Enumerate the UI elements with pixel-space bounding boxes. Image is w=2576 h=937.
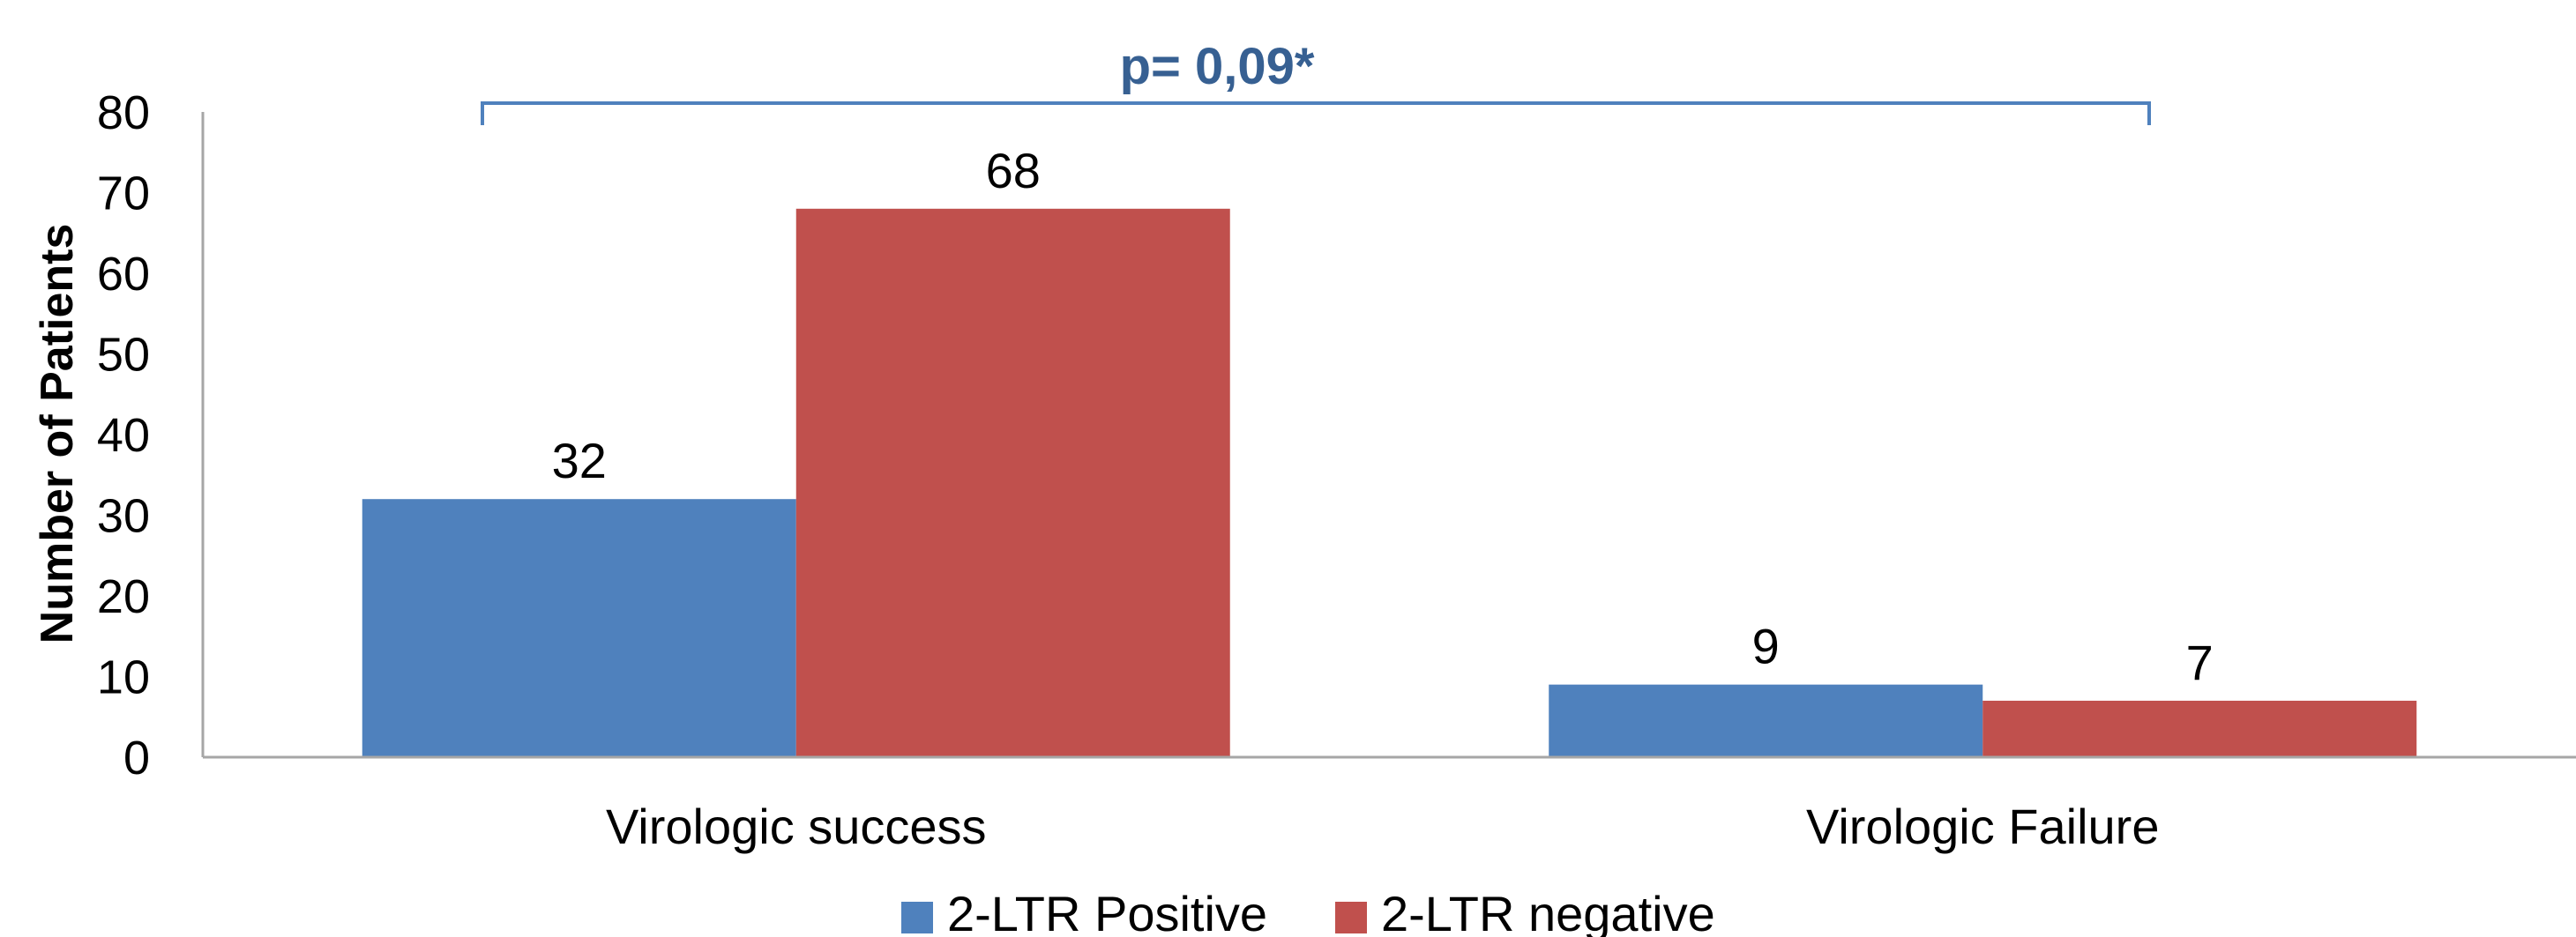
data-label: 7 [2186, 635, 2214, 690]
category-label: Virologic Failure [1806, 799, 2159, 854]
significance-bracket [481, 101, 2151, 125]
y-ticks: 0 10 20 30 40 50 60 70 80 [97, 86, 150, 785]
bar [1549, 684, 1983, 757]
y-tick-label: 10 [97, 651, 150, 704]
legend-swatch [1335, 902, 1367, 933]
data-label: 9 [1752, 619, 1780, 674]
legend-swatch [901, 902, 933, 933]
data-label: 32 [552, 433, 607, 488]
bar [362, 499, 796, 757]
y-tick-label: 40 [97, 409, 150, 462]
bar [795, 208, 1230, 758]
category-label: Virologic success [606, 799, 987, 854]
y-tick-label: 80 [97, 86, 150, 139]
legend-label: 2-LTR Positive [947, 886, 1267, 937]
y-tick-label: 50 [97, 329, 150, 382]
legend: 2-LTR Positive 2-LTR negative [901, 886, 1715, 937]
bars [362, 208, 2417, 758]
y-axis-label: Number of Patients [32, 224, 83, 644]
p-value-annotation: p= 0,09* [1120, 38, 1315, 95]
y-tick-label: 60 [97, 248, 150, 301]
legend-label: 2-LTR negative [1381, 886, 1715, 937]
y-tick-label: 20 [97, 570, 150, 623]
data-labels: 32 68 9 7 [552, 143, 2214, 690]
category-labels: Virologic success Virologic Failure [606, 799, 2160, 854]
y-tick-label: 0 [123, 732, 150, 785]
data-label: 68 [986, 143, 1041, 198]
y-tick-label: 30 [97, 490, 150, 543]
y-tick-label: 70 [97, 167, 150, 220]
bar [1982, 700, 2417, 757]
